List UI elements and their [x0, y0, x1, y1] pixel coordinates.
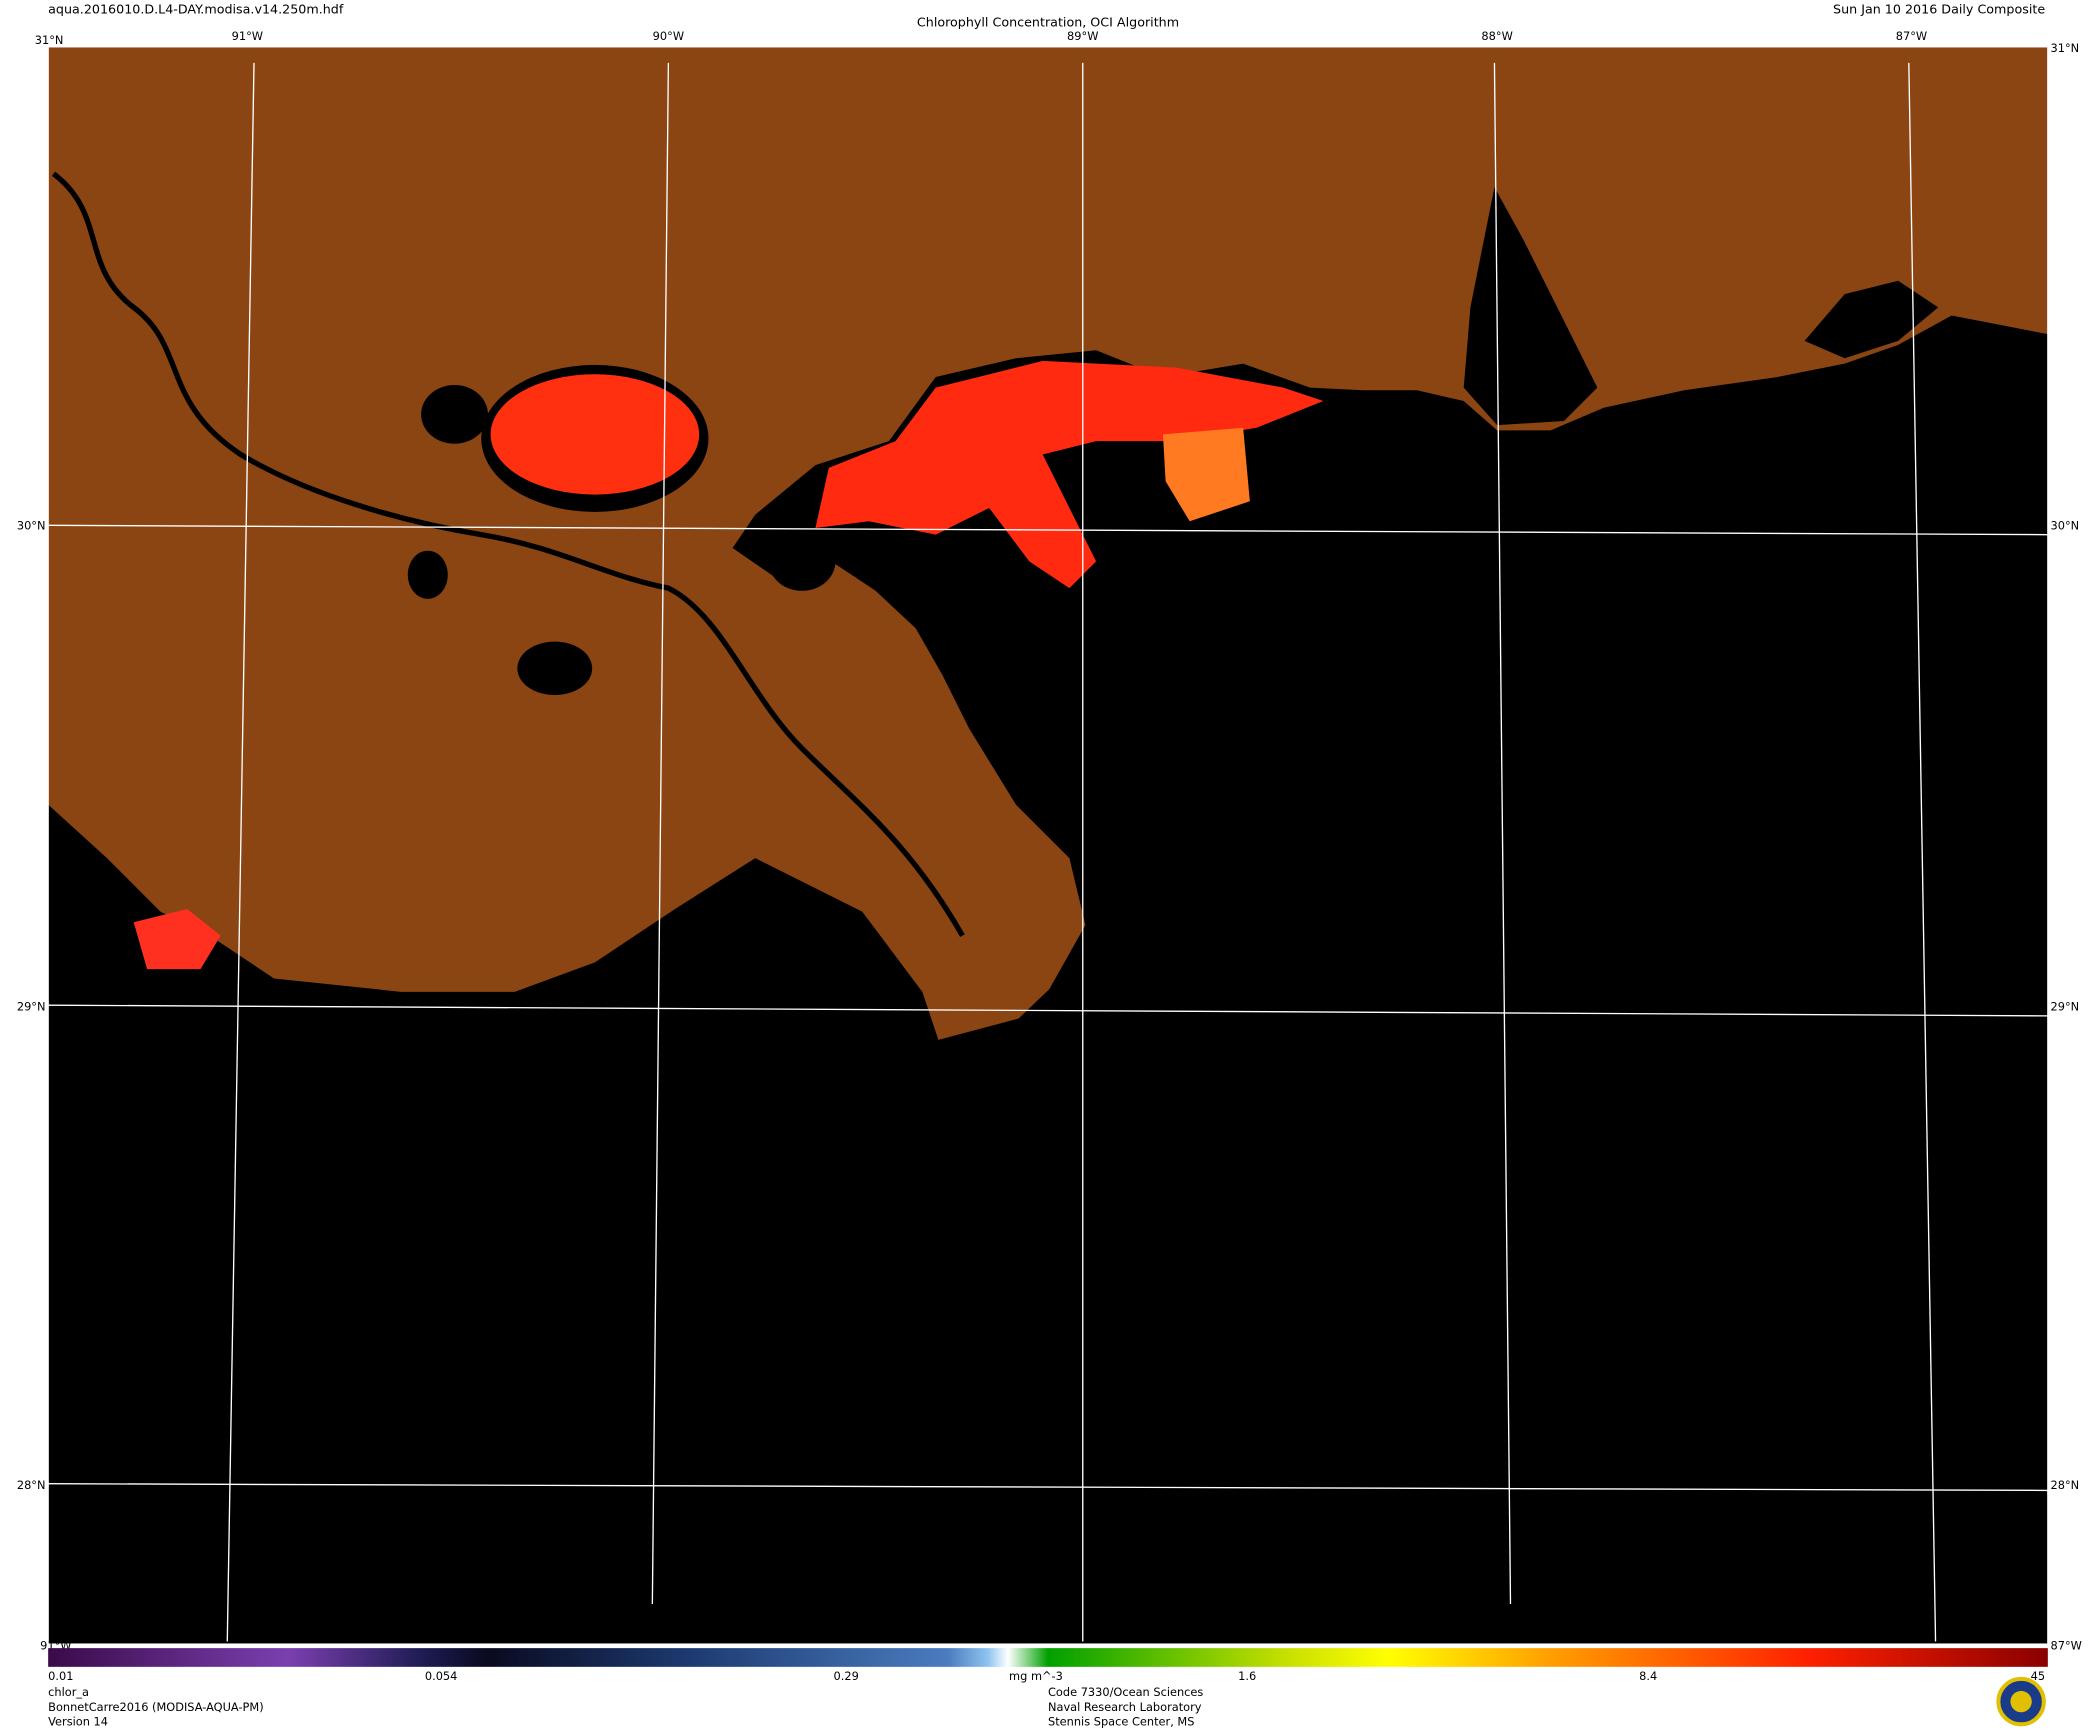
colorbar-tick: 0.29 [834, 1669, 859, 1683]
file-name: aqua.2016010.D.L4-DAY.modisa.v14.250m.hd… [48, 1, 344, 16]
lat-label: 31°N [35, 33, 64, 47]
lon-label: 89°W [1067, 29, 1098, 43]
lat-label: 28°N [17, 1478, 46, 1492]
graticule [48, 62, 2048, 1642]
colorbar-tick: 0.054 [425, 1669, 458, 1683]
chlorophyll-patch [815, 360, 1324, 589]
lat-label: 29°N [17, 1000, 46, 1014]
lon-label: 87°W [2051, 1638, 2082, 1652]
lat-label: 30°N [2051, 518, 2080, 532]
lon-label: 91°W [232, 29, 263, 43]
lon-label: 87°W [1896, 29, 1927, 43]
lon-label: 88°W [1481, 29, 1512, 43]
lat-label: 30°N [17, 518, 46, 532]
map-frame [47, 46, 2049, 1645]
lat-label: 29°N [2051, 1000, 2080, 1014]
lon-label: 90°W [653, 29, 684, 43]
lake [407, 550, 448, 599]
unit: mg m^-3 [1009, 1669, 1063, 1683]
title: Chlorophyll Concentration, OCI Algorithm [917, 15, 1179, 30]
colorbar-tick: 45 [2031, 1669, 2045, 1683]
lat-label: 31°N [2051, 41, 2080, 55]
chlorophyll-patch [133, 908, 221, 970]
colorbar-tick: 0.01 [48, 1669, 73, 1683]
chlorophyll-patch [490, 374, 700, 495]
footer-left: BonnetCarre2016 (MODISA-AQUA-PM) [48, 1700, 263, 1714]
lake [517, 641, 593, 696]
pensacola-bay [1804, 280, 1939, 359]
mississippi-river [51, 171, 965, 938]
colorbar-tick: 8.4 [1639, 1669, 1657, 1683]
date: Sun Jan 10 2016 Daily Composite [1833, 1, 2045, 16]
colorbar [48, 1648, 2048, 1667]
footer-center: Naval Research Laboratory [1048, 1700, 1202, 1714]
footer-left: Version 14 [48, 1715, 108, 1729]
colorbar-tick: 1.6 [1238, 1669, 1256, 1683]
chlorophyll-patch [1162, 427, 1250, 522]
footer-center: Code 7330/Ocean Sciences [1048, 1685, 1203, 1699]
footer-left: chlor_a [48, 1685, 89, 1699]
lake-borgne [768, 531, 836, 591]
logo [1996, 1676, 2046, 1727]
footer-center: Stennis Space Center, MS [1048, 1715, 1194, 1729]
lake-maurepas [421, 384, 488, 444]
lat-label: 28°N [2051, 1478, 2080, 1492]
